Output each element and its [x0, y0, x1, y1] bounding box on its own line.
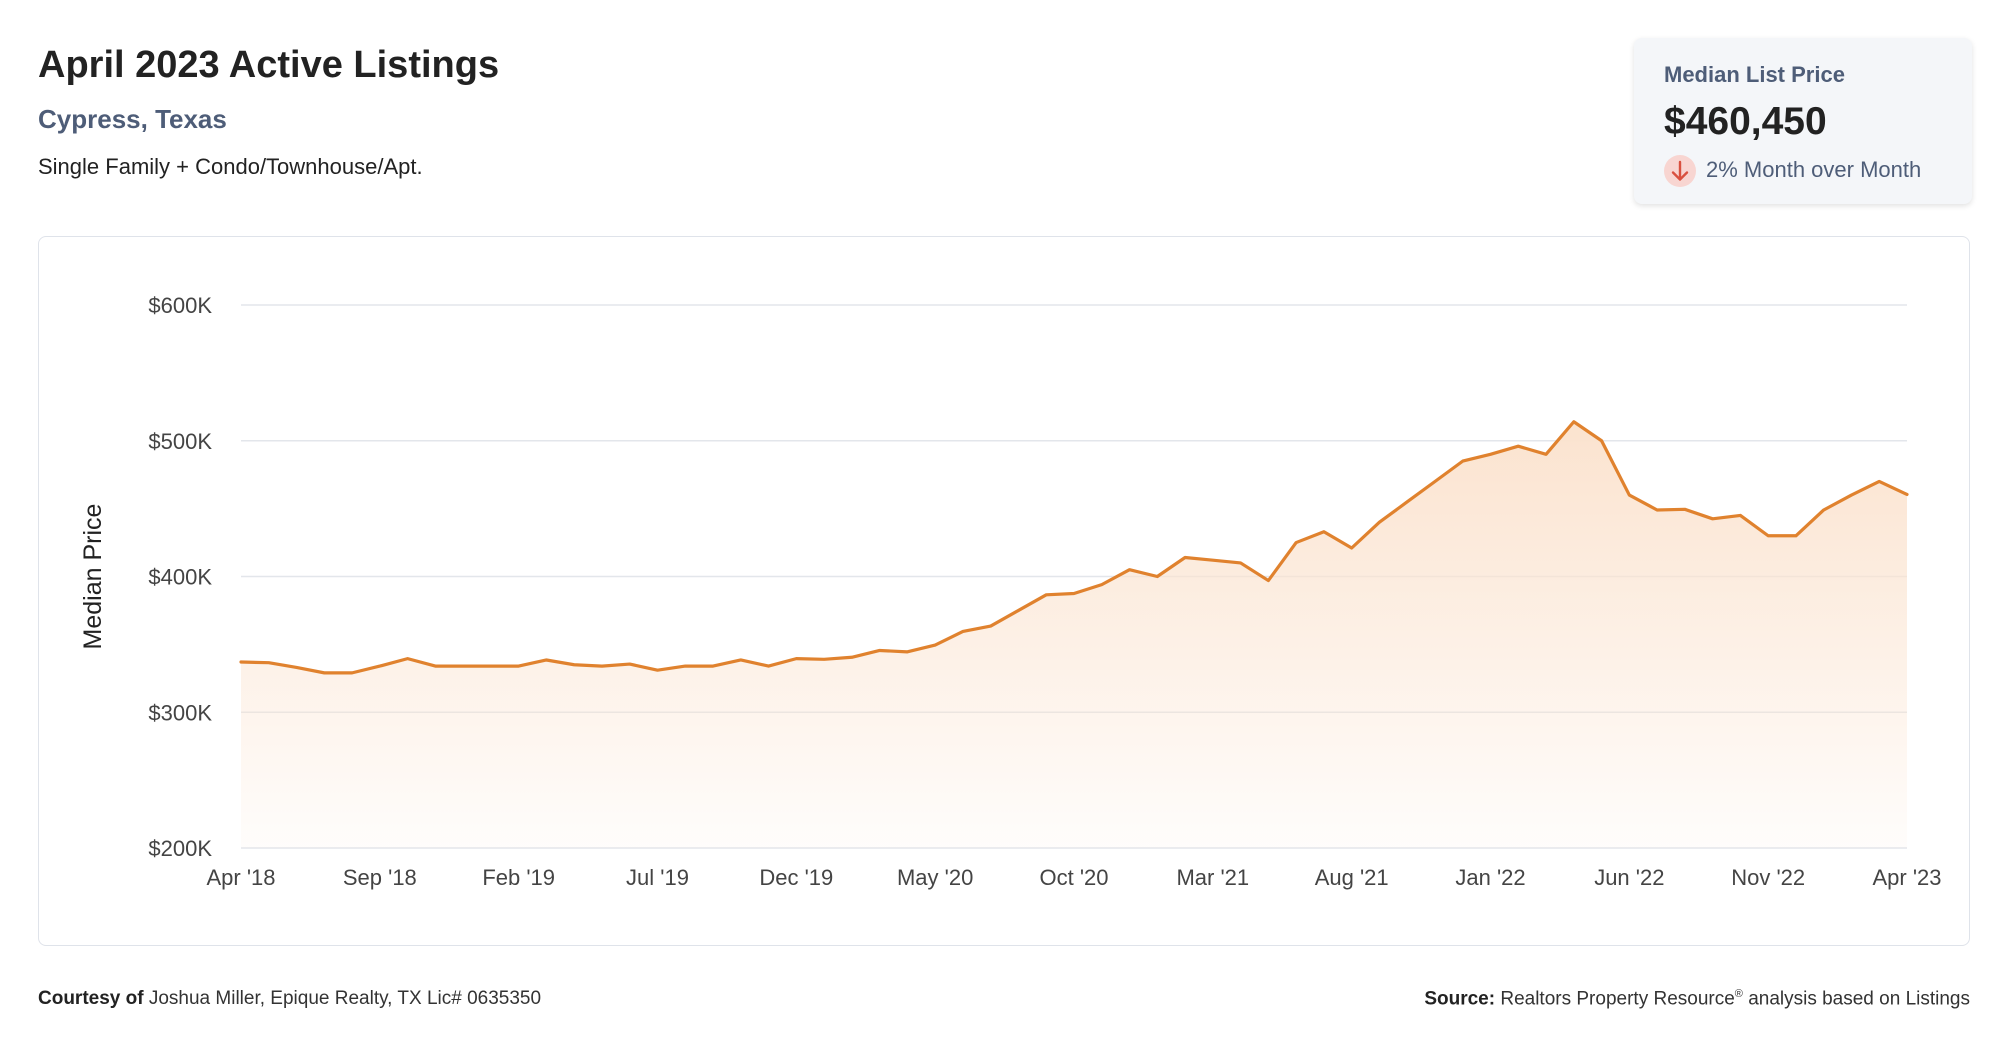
median-price-chart: $200K $300K $400K $500K $600K Apr '18 Sep '18 F… — [79, 293, 1942, 890]
x-tick-label: May '20 — [897, 865, 973, 890]
x-tick-label: Feb '19 — [482, 865, 555, 890]
registered-mark: ® — [1734, 988, 1743, 1000]
area-fill — [241, 421, 1907, 848]
x-tick-label: Jul '19 — [626, 865, 689, 890]
change-text: 2% Month over Month — [1706, 157, 1922, 182]
series-line — [239, 420, 1909, 675]
x-tick-label: Jan '22 — [1455, 865, 1525, 890]
source-text: analysis based on Listings — [1748, 988, 1970, 1010]
x-tick-label: Jun '22 — [1594, 865, 1664, 890]
x-tick-label: Apr '18 — [206, 865, 275, 890]
page-title: April 2023 Active Listings — [38, 44, 500, 86]
x-tick-label: Apr '23 — [1872, 865, 1941, 890]
x-tick-label: Nov '22 — [1731, 865, 1805, 890]
summary-label: Median List Price — [1664, 62, 1845, 87]
y-tick-label: $400K — [148, 565, 212, 590]
x-tick-label: Dec '19 — [759, 865, 833, 890]
source-brand: Realtors Property Resource — [1500, 988, 1735, 1010]
source-label: Source: — [1424, 988, 1496, 1010]
location-subtitle: Cypress, Texas — [38, 104, 227, 134]
chart-panel: $200K $300K $400K $500K $600K Apr '18 Sep '18 F… — [38, 236, 1970, 946]
property-type-label: Single Family + Condo/Townhouse/Apt. — [38, 154, 423, 179]
courtesy-label: Courtesy of — [38, 988, 144, 1009]
summary-value: $460,450 — [1664, 100, 1827, 143]
source-footer: Source: Realtors Property Resource® anal… — [1424, 988, 1970, 1010]
y-tick-label: $300K — [148, 700, 212, 725]
x-tick-label: Aug '21 — [1315, 865, 1389, 890]
median-price-card: Median List Price $460,450 2% Month over… — [1634, 38, 1972, 204]
courtesy-text: Joshua Miller, Epique Realty, TX Lic# 06… — [148, 988, 542, 1009]
y-axis-title: Median Price — [79, 504, 107, 650]
x-tick-label: Mar '21 — [1176, 865, 1249, 890]
y-tick-label: $200K — [148, 836, 212, 861]
arrow-down-icon — [1664, 155, 1696, 187]
y-tick-label: $500K — [148, 429, 212, 454]
y-tick-label: $600K — [148, 293, 212, 318]
courtesy-footer: Courtesy of Joshua Miller, Epique Realty… — [38, 988, 541, 1010]
x-tick-label: Oct '20 — [1039, 865, 1108, 890]
x-tick-label: Sep '18 — [343, 865, 417, 890]
